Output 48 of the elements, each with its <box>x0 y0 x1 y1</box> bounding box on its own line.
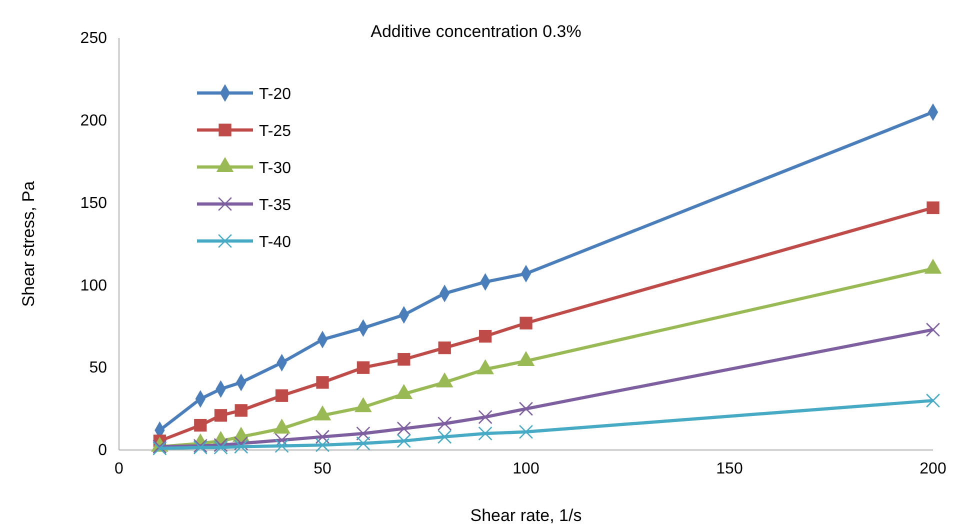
y-tick-label: 200 <box>80 112 108 130</box>
x-axis-title: Shear rate, 1/s <box>470 506 582 525</box>
point <box>356 436 370 450</box>
y-tick-label: 0 <box>98 442 108 460</box>
legend-label: T-35 <box>259 197 292 214</box>
point <box>396 421 411 436</box>
point <box>315 430 330 444</box>
y-tick-label: 250 <box>80 30 108 48</box>
point <box>926 201 940 214</box>
y-axis-title: Shear stress, Pa <box>19 180 38 307</box>
x-tick-label: 100 <box>512 460 540 478</box>
x-tick-label: 0 <box>114 460 124 478</box>
point <box>214 440 228 455</box>
point <box>518 424 534 439</box>
x-tick-label: 50 <box>314 460 332 478</box>
point <box>478 410 492 424</box>
legend-label: T-20 <box>259 86 292 103</box>
legend-label: T-30 <box>259 160 292 177</box>
x-tick-label: 150 <box>716 460 743 478</box>
y-tick-label: 50 <box>89 360 108 377</box>
point <box>315 438 330 452</box>
legend-label: T-40 <box>259 234 292 251</box>
point <box>438 416 452 431</box>
point <box>926 322 940 337</box>
point <box>478 330 492 343</box>
point <box>214 409 228 422</box>
point <box>316 376 329 389</box>
point <box>234 404 248 417</box>
point <box>518 402 534 416</box>
point <box>438 430 452 444</box>
y-tick-label: 100 <box>80 277 108 294</box>
point <box>275 389 288 402</box>
point <box>274 438 289 453</box>
point <box>356 426 370 441</box>
x-tick-label: 200 <box>920 460 946 478</box>
point <box>234 440 248 454</box>
point <box>438 342 451 354</box>
point <box>356 361 370 374</box>
point <box>214 438 228 452</box>
point <box>194 418 207 432</box>
y-tick-label: 150 <box>80 194 108 212</box>
point <box>520 316 532 330</box>
legend-label: T-25 <box>259 123 292 140</box>
point <box>926 393 940 408</box>
point <box>478 426 492 441</box>
chart-title: Additive concentration 0.3% <box>370 22 582 41</box>
point <box>398 353 410 366</box>
point <box>396 434 411 448</box>
